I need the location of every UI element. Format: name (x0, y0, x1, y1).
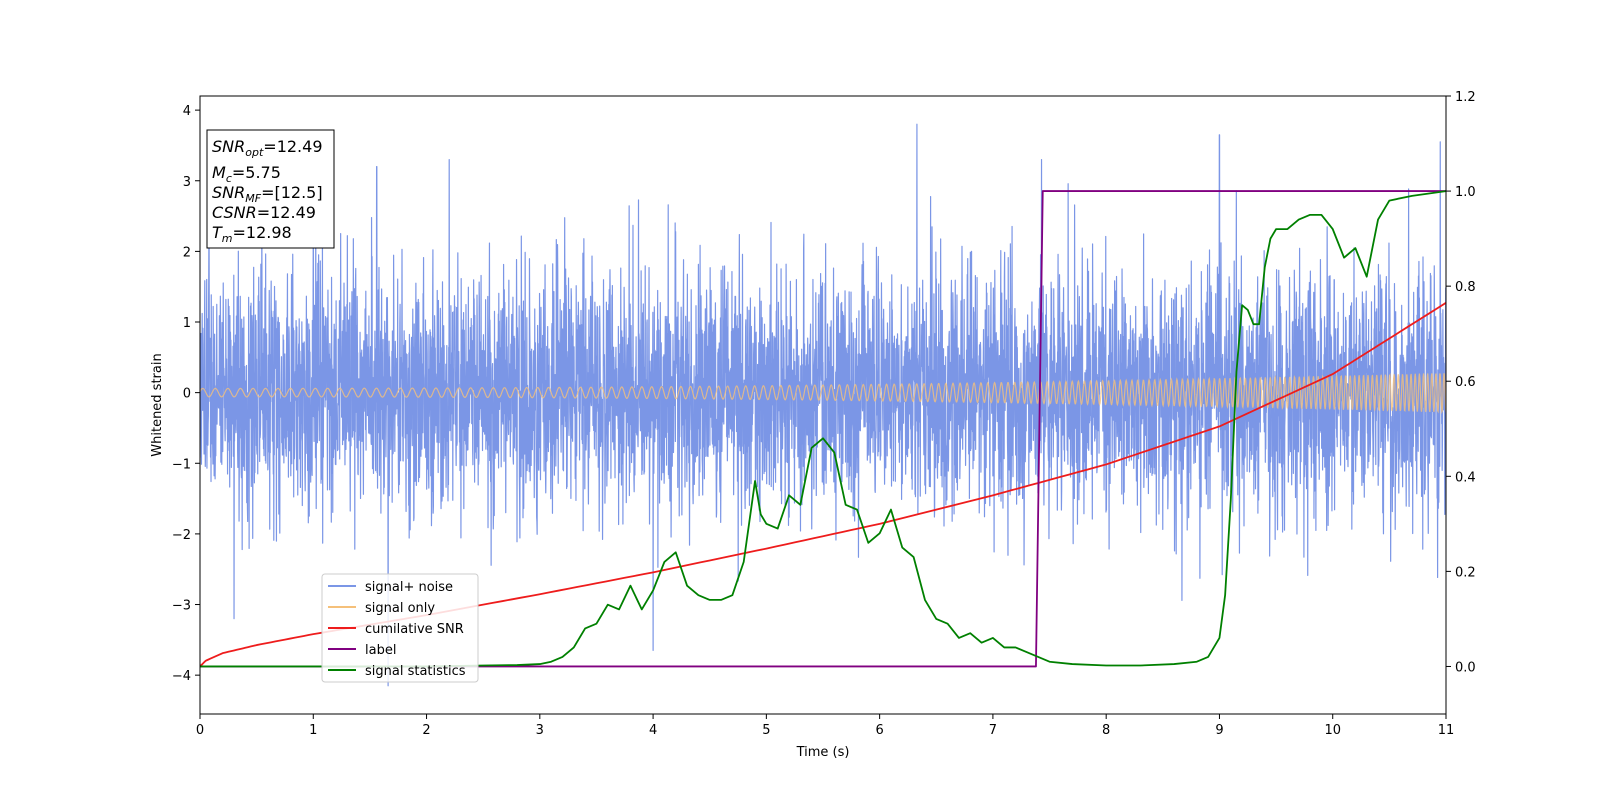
y-tick-label: 4 (183, 104, 191, 119)
y-tick-label: −4 (172, 669, 191, 684)
y-tick-label: 3 (183, 175, 191, 190)
y-axis-ticks: −4 −3 −2 −1 0 1 2 3 4 (172, 104, 200, 684)
x-tick-label: 11 (1438, 723, 1455, 738)
y-tick-label: 0 (183, 387, 191, 402)
info-csnr: CSNR=12.49 (212, 203, 316, 222)
y2-tick-label: 0.4 (1455, 470, 1476, 485)
info-snr-mf: SNRMF=[12.5] (212, 183, 323, 205)
x-tick-label: 5 (762, 723, 770, 738)
y2-axis-ticks: 0.0 0.2 0.4 0.6 0.8 1.0 1.2 (1446, 90, 1476, 675)
plot-frame (199, 95, 1447, 715)
legend-label: signal+ noise (365, 580, 453, 595)
x-tick-label: 2 (422, 723, 430, 738)
x-tick-label: 7 (989, 723, 997, 738)
series-label (200, 190, 1446, 668)
x-tick-label: 9 (1215, 723, 1223, 738)
x-tick-label: 4 (649, 723, 657, 738)
x-tick-label: 1 (309, 723, 317, 738)
y-tick-label: 1 (183, 316, 191, 331)
y2-tick-label: 0.2 (1455, 565, 1476, 580)
series-cumilative-snr (200, 302, 1446, 668)
info-box: SNRopt=12.49 Mc=5.75 SNRMF=[12.5] CSNR=1… (206, 129, 335, 249)
series-signal-only (200, 372, 1446, 415)
info-snr-opt: SNRopt=12.49 (212, 137, 323, 159)
y-tick-label: −2 (172, 528, 191, 543)
series-signal-statistics (200, 190, 1446, 668)
y2-tick-label: 1.0 (1455, 185, 1476, 200)
y2-tick-label: 0.8 (1455, 280, 1476, 295)
x-tick-label: 8 (1102, 723, 1110, 738)
legend-label: signal only (365, 601, 435, 616)
x-tick-label: 0 (196, 723, 204, 738)
x-tick-label: 3 (536, 723, 544, 738)
legend-label: cumilative SNR (365, 622, 464, 637)
info-tm: Tm=12.98 (212, 223, 292, 245)
y-tick-label: −1 (172, 457, 191, 472)
x-axis-ticks: 0 1 2 3 4 5 6 7 8 9 10 11 (196, 714, 1454, 738)
series-layer (200, 123, 1446, 687)
y-axis-label: Whitened strain (150, 353, 165, 456)
y-tick-label: −3 (172, 599, 191, 614)
y-tick-label: 2 (183, 245, 191, 260)
y2-tick-label: 1.2 (1455, 90, 1476, 105)
x-tick-label: 6 (875, 723, 883, 738)
legend: signal+ noise signal only cumilative SNR la… (321, 573, 479, 683)
legend-label: label (365, 643, 396, 658)
legend-label: signal statistics (365, 664, 466, 679)
x-axis-label: Time (s) (796, 745, 850, 760)
y2-tick-label: 0.0 (1455, 660, 1476, 675)
x-tick-label: 10 (1324, 723, 1341, 738)
info-mc: Mc=5.75 (212, 163, 281, 185)
y2-tick-label: 0.6 (1455, 375, 1476, 390)
